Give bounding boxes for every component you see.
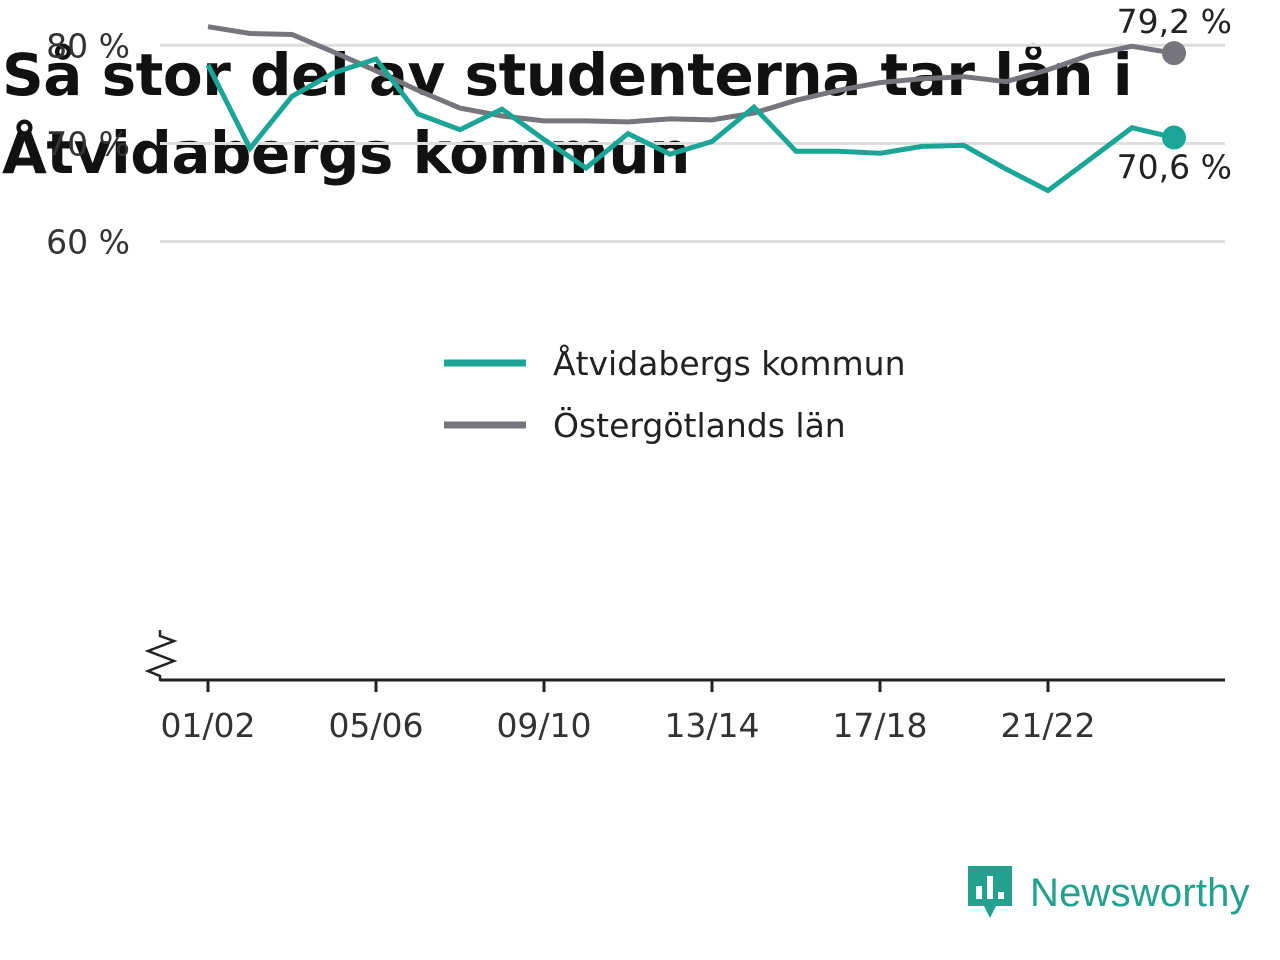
legend-label-1: Åtvidabergs kommun: [553, 343, 906, 383]
x-axis-tick-labels: 01/02 05/06 09/10 13/14 17/18 21/22: [160, 706, 1095, 745]
end-marker-1: [1162, 125, 1186, 150]
x-tick-label: 05/06: [328, 706, 423, 745]
legend: Åtvidabergs kommun Östergötlands län: [430, 322, 956, 446]
x-tick-label: 13/14: [664, 706, 759, 745]
y-tick-label: 60 %: [46, 223, 130, 262]
newsworthy-brand: Newsworthy: [964, 862, 1250, 924]
y-axis-tick-labels: 60 %70 %80 %90 %: [46, 26, 130, 262]
chart-title: Så stor del av studenterna tar lån i Åtv…: [2, 41, 1133, 187]
x-tick-label: 09/10: [496, 706, 591, 745]
x-tick-label: 21/22: [1000, 706, 1095, 745]
end-label-1: 70,6 %: [1117, 148, 1232, 187]
series-line-1: [205, 56, 1175, 194]
x-axis: [144, 630, 1225, 692]
end-label-2: 79,2 %: [1117, 2, 1232, 41]
axis-break-mark: [144, 630, 178, 681]
series-lines: [205, 24, 1186, 194]
x-tick-label: 17/18: [832, 706, 927, 745]
y-tick-label: 80 %: [46, 26, 130, 65]
x-tick-label: 01/02: [160, 706, 255, 745]
brand-name: Newsworthy: [1030, 870, 1250, 915]
end-value-labels: 79,2 % 70,6 %: [1117, 2, 1232, 186]
end-marker-2: [1162, 41, 1186, 66]
gridlines: [160, 43, 1225, 244]
legend-label-2: Östergötlands län: [553, 405, 846, 445]
y-tick-label: 70 %: [46, 124, 130, 163]
newsworthy-logo-icon: [968, 866, 1012, 918]
series-line-2: [207, 24, 1175, 125]
